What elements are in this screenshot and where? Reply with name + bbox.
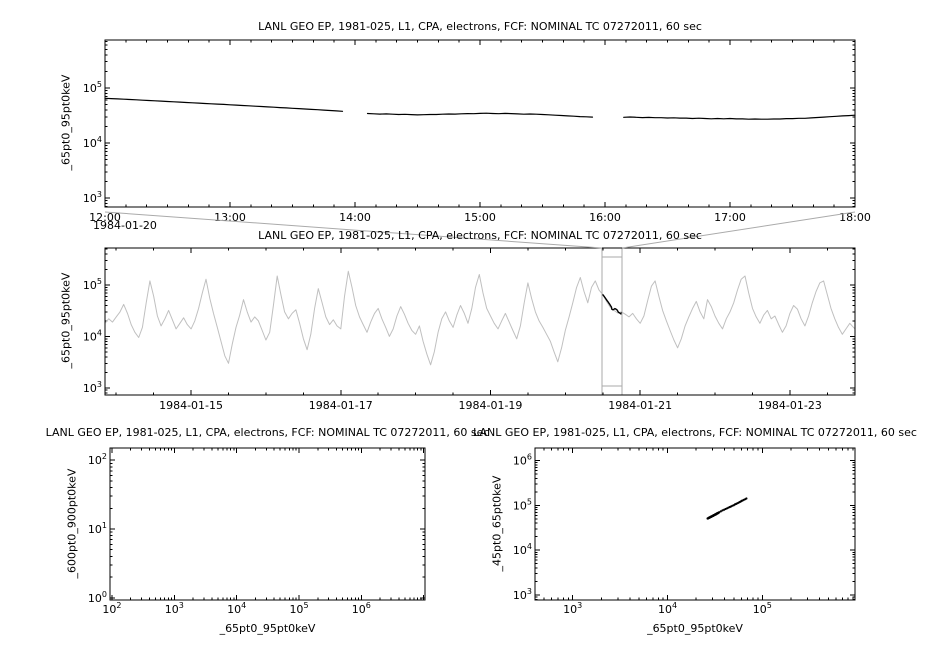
panel-scatter-right: 103 104 105 103 104 105 106 [513, 447, 856, 616]
scatter-right-ylabel: _45pt0_65pt0keV [490, 475, 504, 572]
panel-context-series-highlight-1984-01-20 [602, 293, 623, 315]
panel-scatter-left: 102 103 104 105 106 100 101 102 [88, 447, 426, 616]
panel-scatter-right-scatter-point [709, 516, 712, 519]
tick-label: 106 [352, 601, 371, 616]
tick-label: 1984-01-23 [758, 399, 822, 412]
selection-box[interactable] [601, 248, 623, 395]
panel-context-series-context [104, 270, 856, 366]
tick-label: 102 [88, 452, 107, 467]
tick-label: 104 [83, 135, 102, 150]
panel-top-context-date: 1984-01-20 [93, 219, 157, 232]
tick-label: 18:00 [839, 211, 871, 224]
panel-scatter-right-plot-area[interactable] [535, 448, 855, 600]
panel-scatter-right-scatter-point [719, 510, 722, 513]
panel-context: 1984-01-15 1984-01-17 1984-01-19 1984-01-21… [83, 247, 856, 412]
panel-context-plot-area[interactable] [105, 248, 855, 395]
tick-label: 105 [83, 277, 102, 292]
tick-label: 1984-01-21 [608, 399, 672, 412]
tick-label: 103 [165, 601, 184, 616]
tick-label: 101 [88, 521, 107, 536]
tick-label: 104 [658, 601, 677, 616]
tick-label: 105 [513, 497, 532, 512]
panel-top: 12:00 13:00 14:00 15:00 16:00 17:00 18:0010310… [83, 39, 871, 224]
scatter-left-ylabel: _600pt0_900pt0keV [65, 468, 79, 579]
tick-label: 103 [83, 190, 102, 205]
tick-label: 106 [513, 453, 532, 468]
panel-scatter-right-title: LANL GEO EP, 1981-025, L1, CPA, electron… [473, 426, 917, 439]
tick-label: 1984-01-15 [159, 399, 223, 412]
tick-label: 105 [83, 80, 102, 95]
tick-label: 105 [753, 601, 772, 616]
panel-scatter-right-scatter-point [721, 509, 724, 512]
tick-label: 1984-01-17 [309, 399, 373, 412]
scatter-right-xlabel: _65pt0_95pt0keV [647, 622, 743, 635]
tick-label: 104 [227, 601, 246, 616]
panel-scatter-right-x-axis[interactable]: 103 104 105 [534, 448, 854, 616]
panel-scatter-left-title: LANL GEO EP, 1981-025, L1, CPA, electron… [45, 426, 490, 439]
tick-label: 100 [88, 590, 107, 605]
tick-label: 105 [289, 601, 308, 616]
tick-label: 15:00 [464, 211, 496, 224]
panel-scatter-left-plot-area[interactable] [110, 448, 425, 600]
scatter-left-xlabel: _65pt0_95pt0keV [219, 622, 316, 635]
panel-scatter-right-y-axis[interactable]: 103 104 105 106 [513, 453, 855, 603]
panel-context-frame [104, 247, 856, 396]
panel-top-frame [104, 39, 856, 208]
panel-scatter-right-frame [534, 447, 856, 601]
panel-top-title: LANL GEO EP, 1981-025, L1, CPA, electron… [258, 20, 702, 33]
tick-label: 104 [83, 328, 102, 343]
tick-label: 14:00 [339, 211, 371, 224]
connector-line-right [622, 211, 856, 249]
tick-label: 103 [513, 587, 532, 602]
tick-label: 1984-01-19 [459, 399, 523, 412]
tick-label: 17:00 [714, 211, 746, 224]
panel-context-ylabel: _65pt0_95pt0keV [59, 272, 73, 369]
tick-label: 16:00 [589, 211, 621, 224]
panel-top-plot-area[interactable] [105, 40, 855, 207]
tick-label: 12:00 [89, 211, 121, 224]
panel-top-series-_65pt0_95pt0keV [104, 97, 856, 120]
panel-scatter-left-frame [109, 447, 426, 601]
tick-label: 102 [102, 601, 121, 616]
panel-context-title: LANL GEO EP, 1981-025, L1, CPA, electron… [258, 229, 702, 242]
tick-label: 104 [513, 542, 532, 557]
connector-line-left [104, 211, 603, 249]
tick-label: 103 [83, 380, 102, 395]
panel-top-ylabel: _65pt0_95pt0keV [59, 74, 73, 171]
tick-label: 103 [563, 601, 582, 616]
panel-context-x-axis[interactable]: 1984-01-15 1984-01-17 1984-01-19 1984-01-21… [115, 248, 828, 412]
